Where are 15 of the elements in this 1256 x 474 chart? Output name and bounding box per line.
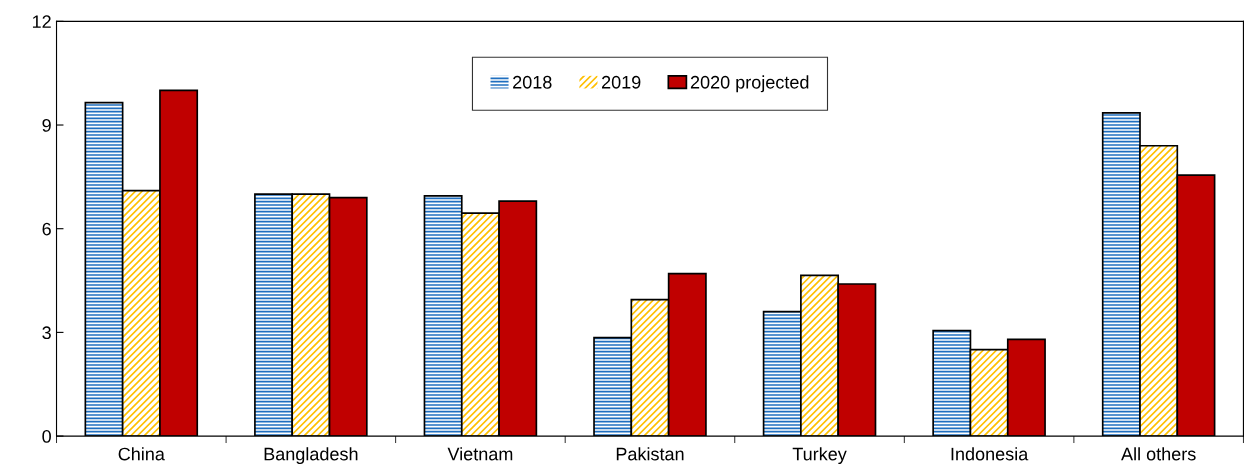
x-tick-label: All others	[1121, 447, 1196, 461]
x-tick-label: Vietnam	[447, 447, 513, 461]
y-tick-label: 9	[42, 118, 51, 132]
y-tick-label: 0	[42, 430, 51, 443]
x-tick-label: Bangladesh	[264, 447, 358, 465]
x-tick-label: China	[118, 447, 165, 461]
x-tick-label: Indonesia	[951, 447, 1029, 461]
x-tick-label: Pakistan	[616, 447, 684, 461]
legend-label: 2019	[602, 75, 641, 89]
legend-label: 2018	[513, 75, 552, 89]
y-tick-label: 12	[32, 15, 51, 28]
legend-label: 2020 projected	[690, 75, 809, 93]
y-tick-label: 6	[42, 222, 51, 236]
x-tick-label: Turkey	[792, 447, 847, 465]
y-tick-label: 3	[42, 326, 51, 340]
